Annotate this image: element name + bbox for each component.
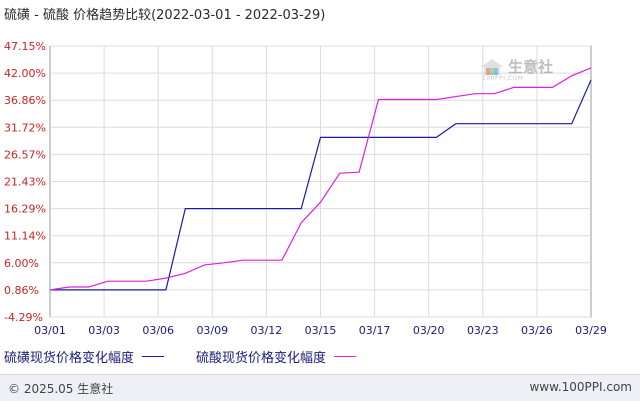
x-tick-label: 03/17: [359, 324, 391, 337]
y-tick-label: 11.14%: [4, 230, 46, 243]
x-tick-label: 03/09: [196, 324, 228, 337]
y-tick-label: 6.00%: [4, 257, 39, 270]
y-tick-label: 0.86%: [4, 284, 39, 297]
y-tick-label: -4.29%: [4, 311, 43, 324]
legend-label-sulfur: 硫磺现货价格变化幅度: [4, 351, 135, 366]
y-tick-label: 47.15%: [4, 40, 46, 53]
y-tick-label: 26.57%: [4, 148, 46, 161]
x-tick-label: 03/20: [413, 324, 445, 337]
legend-item-sulfuric-acid: 硫酸现货价格变化幅度: [196, 347, 357, 366]
y-tick-label: 42.00%: [4, 67, 46, 80]
x-tick-label: 03/23: [467, 324, 499, 337]
series-line-sulfuric-acid: [49, 67, 592, 291]
chart-title: 硫磺 - 硫酸 价格趋势比较(2022-03-01 - 2022-03-29): [4, 8, 326, 23]
logo-url: 100PPI.COM: [482, 75, 524, 82]
legend-label-sulfuric-acid: 硫酸现货价格变化幅度: [196, 351, 327, 366]
x-tick-label: 03/26: [521, 324, 553, 337]
legend-swatch-sulfur: [142, 356, 165, 357]
x-tick-label: 03/06: [142, 324, 174, 337]
x-tick-label: 03/12: [251, 324, 283, 337]
footer-bar: © 2025.05 生意社 www.100PPI.com: [0, 374, 640, 401]
series-line-sulfur: [50, 79, 592, 291]
y-tick-label: 21.43%: [4, 176, 46, 189]
x-tick-label: 03/03: [88, 324, 120, 337]
logo-watermark: 生意社 100PPI.COM: [480, 56, 554, 82]
legend-item-sulfur: 硫磺现货价格变化幅度: [4, 347, 165, 366]
x-tick-label: 03/29: [575, 324, 607, 337]
legend-swatch-sulfuric-acid: [334, 356, 357, 357]
logo-text: 生意社: [508, 58, 554, 76]
y-tick-label: 31.72%: [4, 121, 46, 134]
y-tick-label: 16.29%: [4, 203, 46, 216]
footer-url[interactable]: www.100PPI.com: [529, 380, 632, 394]
x-tick-label: 03/15: [305, 324, 337, 337]
x-tick-label: 03/01: [34, 324, 66, 337]
y-tick-label: 36.86%: [4, 94, 46, 107]
house-logo-icon: [481, 58, 503, 75]
footer-copyright: © 2025.05 生意社: [8, 382, 114, 396]
